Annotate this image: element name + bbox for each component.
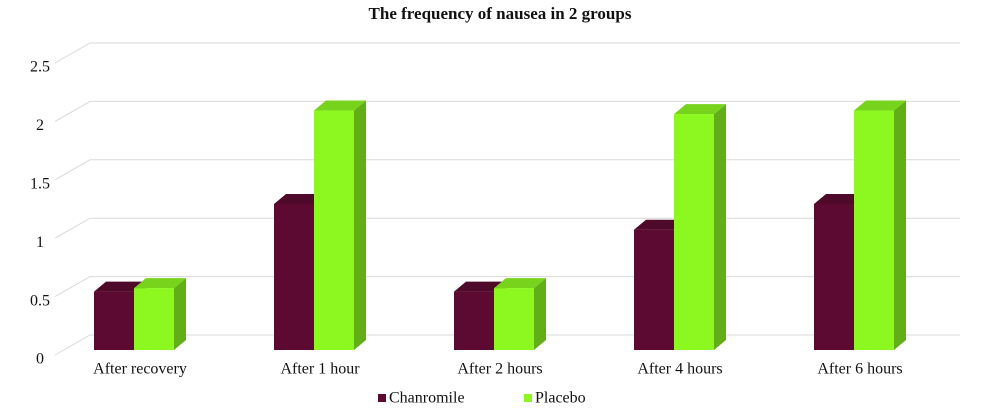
bar-side: [894, 100, 906, 350]
grid-line: [54, 100, 960, 122]
bar: [634, 219, 686, 350]
x-tick-label: After recovery: [93, 361, 187, 378]
bar: [314, 100, 366, 350]
chart-title: The frequency of nausea in 2 groups: [369, 4, 632, 23]
bar-side: [714, 104, 726, 351]
bar-top: [814, 194, 866, 204]
y-tick-label: 2.5: [30, 59, 50, 76]
bar-side: [534, 278, 546, 350]
bar-top: [94, 281, 146, 292]
legend-label: Chanromile: [389, 390, 465, 407]
bar-front: [314, 110, 354, 350]
bar-side: [174, 278, 186, 350]
bar: [674, 104, 726, 351]
x-tick-label: After 6 hours: [817, 361, 902, 378]
bar-front: [814, 204, 854, 350]
y-tick-label: 1: [36, 234, 44, 251]
legend-label: Placebo: [535, 390, 586, 407]
bar-front: [94, 291, 134, 350]
bar-top: [274, 194, 326, 204]
bar: [854, 100, 906, 350]
bar-top: [854, 100, 906, 111]
bar-top: [454, 281, 506, 292]
x-tick-label: After 4 hours: [637, 361, 722, 378]
bar-top: [674, 104, 726, 115]
y-tick-label: 0: [36, 351, 44, 368]
y-tick-label: 0.5: [30, 292, 50, 309]
y-tick-label: 1.5: [30, 175, 50, 192]
grid-line: [54, 42, 960, 64]
bar-front: [134, 288, 174, 350]
bar-front: [854, 110, 894, 350]
x-tick-label: After 1 hour: [280, 361, 360, 378]
bar: [494, 278, 546, 350]
bar-top: [314, 100, 366, 111]
x-tick-label: After 2 hours: [457, 361, 542, 378]
bar-front: [454, 291, 494, 350]
bar-top: [494, 278, 546, 289]
bar-front: [634, 229, 674, 350]
legend-swatch: [524, 394, 532, 402]
grid-line: [54, 217, 960, 239]
bar-front: [274, 204, 314, 350]
bar-front: [674, 114, 714, 351]
bar-top: [134, 278, 186, 289]
bar-top: [634, 219, 686, 230]
bar-front: [494, 288, 534, 350]
legend-swatch: [378, 394, 386, 402]
grid-line: [54, 159, 960, 181]
y-tick-label: 2: [36, 117, 44, 134]
bar: [134, 278, 186, 350]
bar-side: [354, 100, 366, 350]
